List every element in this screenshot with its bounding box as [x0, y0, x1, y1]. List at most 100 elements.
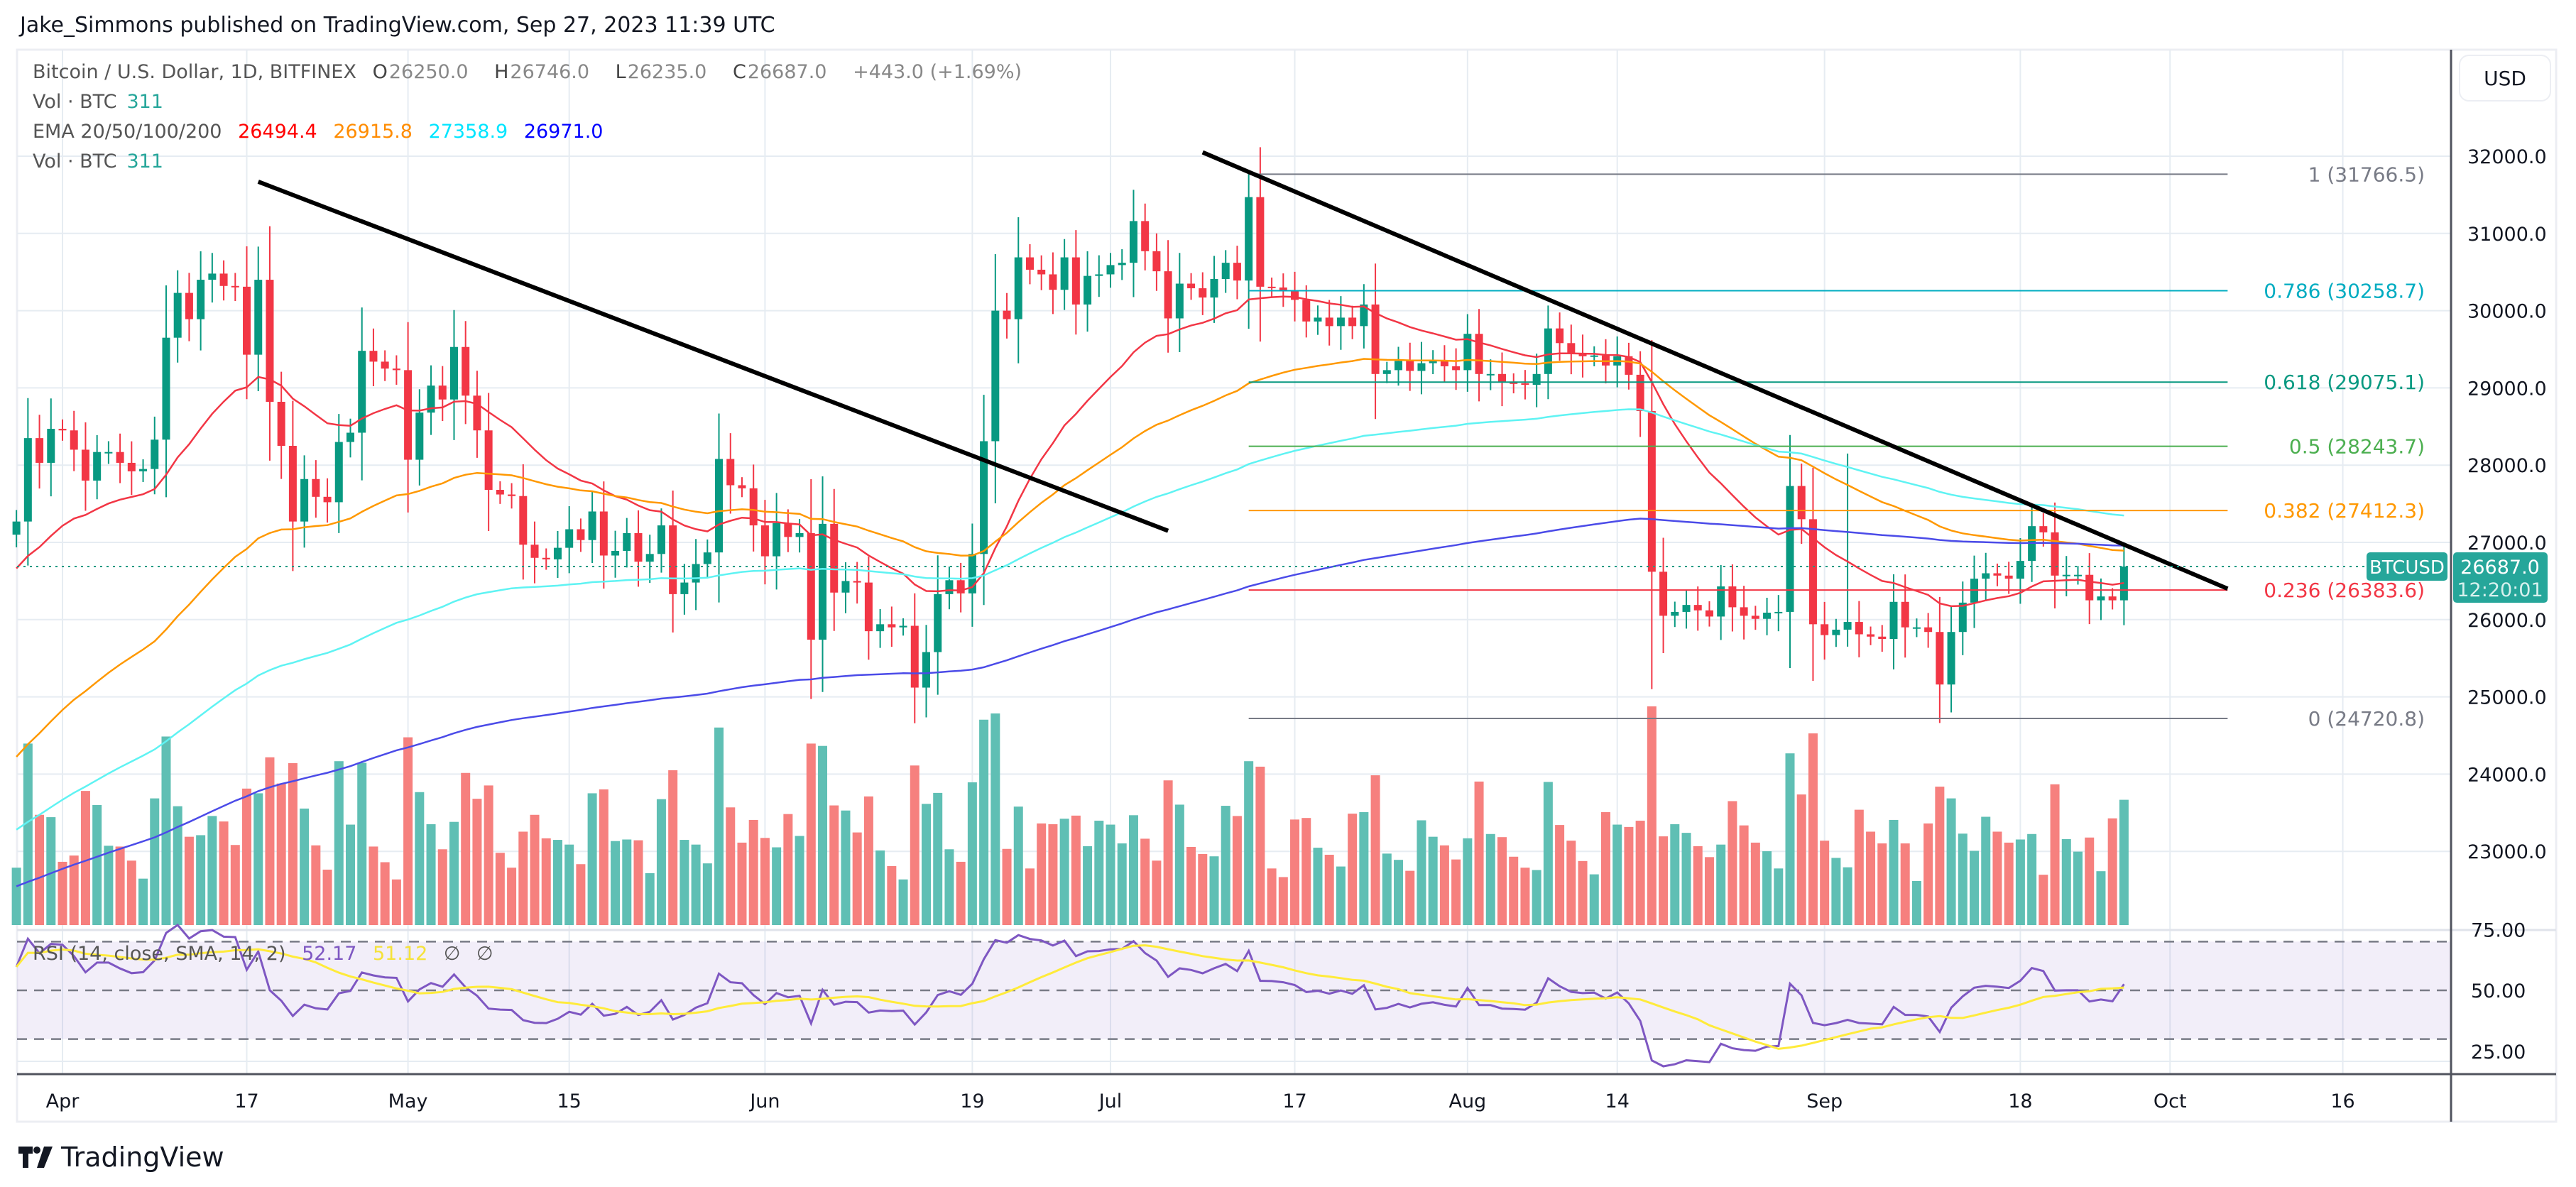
volume-bar [772, 847, 782, 925]
candle [1382, 370, 1391, 374]
candle [876, 624, 885, 632]
rsi-axis-label: 75.00 [2471, 919, 2526, 941]
fib-level-label: 0.382 (27412.3) [2264, 499, 2425, 523]
volume-bar [1485, 833, 1495, 925]
candle [1843, 622, 1852, 630]
candle [1671, 611, 1679, 616]
currency-button[interactable]: USD [2459, 55, 2551, 102]
volume-bar [80, 791, 90, 925]
volume-bar [1232, 816, 1242, 925]
volume-bar [1762, 851, 1772, 925]
candle [1889, 601, 1898, 639]
volume-bar [369, 846, 378, 925]
candle [70, 430, 78, 450]
symbol-name: Bitcoin / U.S. Dollar, 1D, BITFINEX [33, 61, 356, 83]
candle [36, 438, 44, 463]
volume-bar [2119, 799, 2129, 925]
volume-bar [1255, 766, 1265, 925]
volume-bar [426, 824, 436, 925]
candle [484, 430, 493, 491]
volume-bar [783, 814, 793, 925]
candle [1567, 343, 1576, 354]
candle [1302, 300, 1311, 322]
volume-bar [1048, 824, 1058, 925]
volume-bar [1128, 815, 1138, 925]
volume-label: Vol · BTC [33, 151, 117, 173]
candle [588, 511, 596, 540]
candle [669, 525, 677, 594]
time-axis-label: 18 [2008, 1090, 2032, 1112]
volume-bar [1451, 859, 1461, 925]
volume-bar [1071, 815, 1081, 925]
candle [819, 523, 827, 640]
candle [1233, 263, 1241, 281]
price-axis-label: 27000.0 [2467, 532, 2547, 554]
tradingview-logo[interactable]: TradingView [18, 1142, 224, 1173]
candle [1936, 632, 1944, 685]
ema100-value: 27358.9 [428, 121, 508, 143]
volume-bar [1417, 820, 1426, 925]
candle [508, 494, 516, 496]
candle [1463, 334, 1472, 371]
candle [1256, 197, 1265, 287]
volume-bar [1911, 880, 1921, 925]
volume-bar [1509, 856, 1519, 925]
candle [1314, 317, 1322, 322]
volume-bar [184, 836, 194, 925]
candle [934, 594, 942, 652]
fib-level-label: 0.786 (30258.7) [2264, 279, 2425, 302]
candle [577, 529, 585, 540]
candle [254, 280, 263, 355]
volume-bar [300, 808, 310, 925]
volume-bar [1013, 806, 1023, 925]
candle [1751, 616, 1759, 619]
candle [519, 496, 528, 545]
volume-bar [576, 864, 586, 925]
rsi-na-2: ∅ [476, 943, 493, 965]
candle [2085, 574, 2094, 601]
fib-level-label: 0.618 (29075.1) [2264, 371, 2425, 394]
high-value: 26746.0 [510, 61, 590, 83]
volume-bar [1728, 801, 1737, 925]
candle [1245, 197, 1253, 281]
candle [288, 446, 297, 522]
symbol-tag-label: BTCUSD [2369, 557, 2445, 579]
volume-bar [933, 792, 943, 925]
fib-level-label: 0 (24720.8) [2308, 707, 2425, 731]
trendline [257, 180, 1169, 533]
candle [599, 511, 608, 556]
volume-bar [472, 799, 482, 925]
candle [1187, 283, 1196, 289]
candle [1417, 363, 1426, 371]
rsi-value: 52.17 [302, 943, 357, 965]
volume-bar [1543, 782, 1553, 925]
volume-bar [967, 782, 977, 925]
candle [197, 280, 205, 319]
volume-bar [2050, 784, 2060, 925]
candle [1958, 602, 1967, 633]
candle [1740, 607, 1748, 616]
candle [1636, 374, 1644, 412]
volume-bar [1025, 868, 1035, 925]
volume-bar [1854, 809, 1864, 925]
candle [807, 532, 815, 640]
ema200-line [16, 518, 2124, 887]
candle [888, 624, 896, 628]
candle [657, 525, 665, 554]
candle [980, 441, 988, 554]
volume-bar [1405, 870, 1415, 925]
volume-bar [599, 789, 608, 925]
candle [645, 554, 654, 562]
volume-bar [760, 838, 770, 925]
price-axis-label: 32000.0 [2467, 146, 2547, 168]
volume-bar [1681, 833, 1691, 925]
ema50-line [16, 358, 2124, 757]
candle [1152, 251, 1161, 272]
current-price-label: 26687.0 [2460, 557, 2540, 579]
candle [1084, 275, 1092, 305]
candle [1993, 573, 2002, 576]
candle [2108, 596, 2117, 601]
candle [1947, 632, 1955, 685]
candle [427, 385, 435, 413]
